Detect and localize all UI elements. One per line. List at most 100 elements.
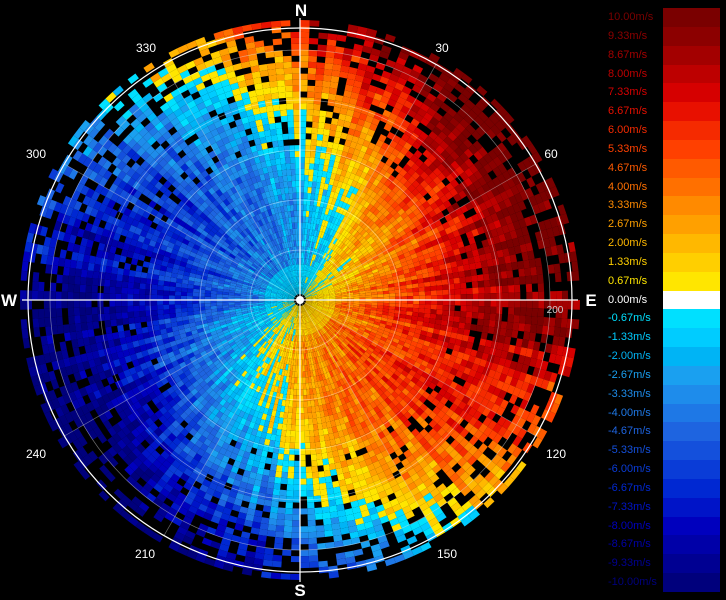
- legend-swatch: [663, 365, 720, 386]
- legend-label: 5.33m/s: [608, 142, 648, 155]
- legend-entry: 3.33m/s: [608, 196, 720, 216]
- legend-label: 8.00m/s: [608, 67, 648, 80]
- legend-label: 8.67m/s: [608, 48, 648, 61]
- legend-label: 0.00m/s: [608, 293, 648, 306]
- velocity-color-legend: 10.00m/s 9.33m/s 8.67m/s 8.00m/s 7.33m/s 6.67…: [608, 8, 720, 593]
- legend-entry: 0.00m/s: [608, 290, 720, 310]
- legend-swatch: [663, 347, 720, 367]
- legend-entry: -6.00m/s: [608, 460, 720, 480]
- legend-entry: 0.67m/s: [608, 271, 720, 292]
- legend-entry: 2.00m/s: [608, 234, 720, 254]
- legend-label: 4.00m/s: [608, 180, 648, 193]
- legend-entry: -6.67m/s: [608, 478, 720, 499]
- legend-entry: 4.67m/s: [608, 158, 720, 179]
- compass-north-label: N: [295, 1, 307, 20]
- legend-swatch: [663, 83, 720, 103]
- legend-swatch: [663, 460, 720, 480]
- azimuth-spoke: [64, 299, 301, 437]
- legend-entry: 6.00m/s: [608, 121, 720, 141]
- legend-entry: 8.00m/s: [608, 64, 720, 84]
- legend-entry: -2.00m/s: [608, 347, 720, 367]
- legend-entry: -1.33m/s: [608, 328, 720, 348]
- legend-label: -2.67m/s: [608, 368, 651, 381]
- legend-label: 6.67m/s: [608, 105, 648, 118]
- legend-label: 9.33m/s: [608, 29, 648, 42]
- compass-south-label: S: [294, 581, 305, 600]
- legend-entry: -8.00m/s: [608, 516, 720, 536]
- legend-swatch: [663, 26, 720, 47]
- legend-label: -8.00m/s: [608, 519, 651, 532]
- legend-swatch: [663, 102, 720, 122]
- legend-swatch: [663, 309, 720, 329]
- legend-swatch: [663, 196, 720, 216]
- legend-swatch: [663, 328, 720, 348]
- azimuth-spoke: [163, 64, 301, 301]
- legend-label: -4.67m/s: [608, 425, 651, 438]
- azimuth-spoke: [163, 299, 301, 536]
- legend-label: 3.33m/s: [608, 199, 648, 212]
- azimuth-spoke: [299, 299, 437, 536]
- legend-swatch: [663, 422, 720, 442]
- legend-entry: 8.67m/s: [608, 45, 720, 65]
- legend-swatch: [663, 497, 720, 518]
- legend-swatch: [663, 441, 720, 461]
- legend-entry: 6.67m/s: [608, 102, 720, 122]
- azimuth-label-330: 330: [136, 41, 156, 55]
- legend-entry: 9.33m/s: [608, 26, 720, 47]
- legend-swatch: [663, 478, 720, 499]
- azimuth-spoke: [299, 64, 437, 301]
- legend-entry: -4.00m/s: [608, 403, 720, 423]
- legend-label: -3.33m/s: [608, 387, 651, 400]
- radar-velocity-gates: [20, 20, 580, 580]
- legend-swatch: [663, 177, 720, 197]
- legend-swatch: [663, 516, 720, 536]
- legend-entry: -7.33m/s: [608, 497, 720, 518]
- azimuth-label-240: 240: [26, 447, 46, 461]
- legend-entry: 1.33m/s: [608, 252, 720, 273]
- radar-velocity-display: N E S W 30 60 120 150 210 240 300 330 20…: [1, 1, 597, 600]
- legend-entry: -2.67m/s: [608, 365, 720, 386]
- legend-swatch: [663, 384, 720, 405]
- legend-label: -6.00m/s: [608, 463, 651, 476]
- legend-label: -7.33m/s: [608, 500, 651, 513]
- legend-swatch: [663, 252, 720, 273]
- legend-swatch: [663, 290, 720, 310]
- legend-swatch: [663, 403, 720, 423]
- azimuth-label-300: 300: [26, 147, 46, 161]
- compass-east-label: E: [585, 291, 596, 310]
- azimuth-label-60: 60: [544, 147, 558, 161]
- legend-label: -0.67m/s: [608, 312, 651, 325]
- legend-label: -5.33m/s: [608, 444, 651, 457]
- legend-entry: 2.67m/s: [608, 215, 720, 235]
- legend-entry: -8.67m/s: [608, 535, 720, 555]
- legend-label: 1.33m/s: [608, 255, 648, 268]
- legend-swatch: [663, 158, 720, 179]
- compass-west-label: W: [1, 291, 18, 310]
- legend-entry: 4.00m/s: [608, 177, 720, 197]
- legend-label: -8.67m/s: [608, 538, 651, 551]
- legend-label: 7.33m/s: [608, 86, 648, 99]
- legend-label: 0.67m/s: [608, 274, 648, 287]
- azimuth-spoke: [64, 163, 301, 301]
- legend-label: -9.33m/s: [608, 557, 651, 570]
- legend-entry: 10.00m/s: [608, 8, 720, 28]
- azimuth-label-120: 120: [546, 447, 566, 461]
- legend-entry: -9.33m/s: [608, 554, 720, 574]
- legend-swatch: [663, 554, 720, 574]
- legend-label: -10.00m/s: [608, 576, 657, 589]
- legend-entry: 5.33m/s: [608, 139, 720, 160]
- legend-entry: -4.67m/s: [608, 422, 720, 442]
- legend-swatch: [663, 535, 720, 555]
- legend-swatch: [663, 45, 720, 65]
- legend-label: 6.00m/s: [608, 124, 648, 137]
- legend-label: -2.00m/s: [608, 350, 651, 363]
- azimuth-label-210: 210: [135, 547, 155, 561]
- legend-label: 2.00m/s: [608, 237, 648, 250]
- legend-swatch: [663, 215, 720, 235]
- legend-label: 2.67m/s: [608, 218, 648, 231]
- legend-swatch: [663, 234, 720, 254]
- legend-label: 10.00m/s: [608, 11, 654, 23]
- legend-entry: -3.33m/s: [608, 384, 720, 405]
- azimuth-label-150: 150: [437, 547, 457, 561]
- legend-swatch: [663, 573, 720, 593]
